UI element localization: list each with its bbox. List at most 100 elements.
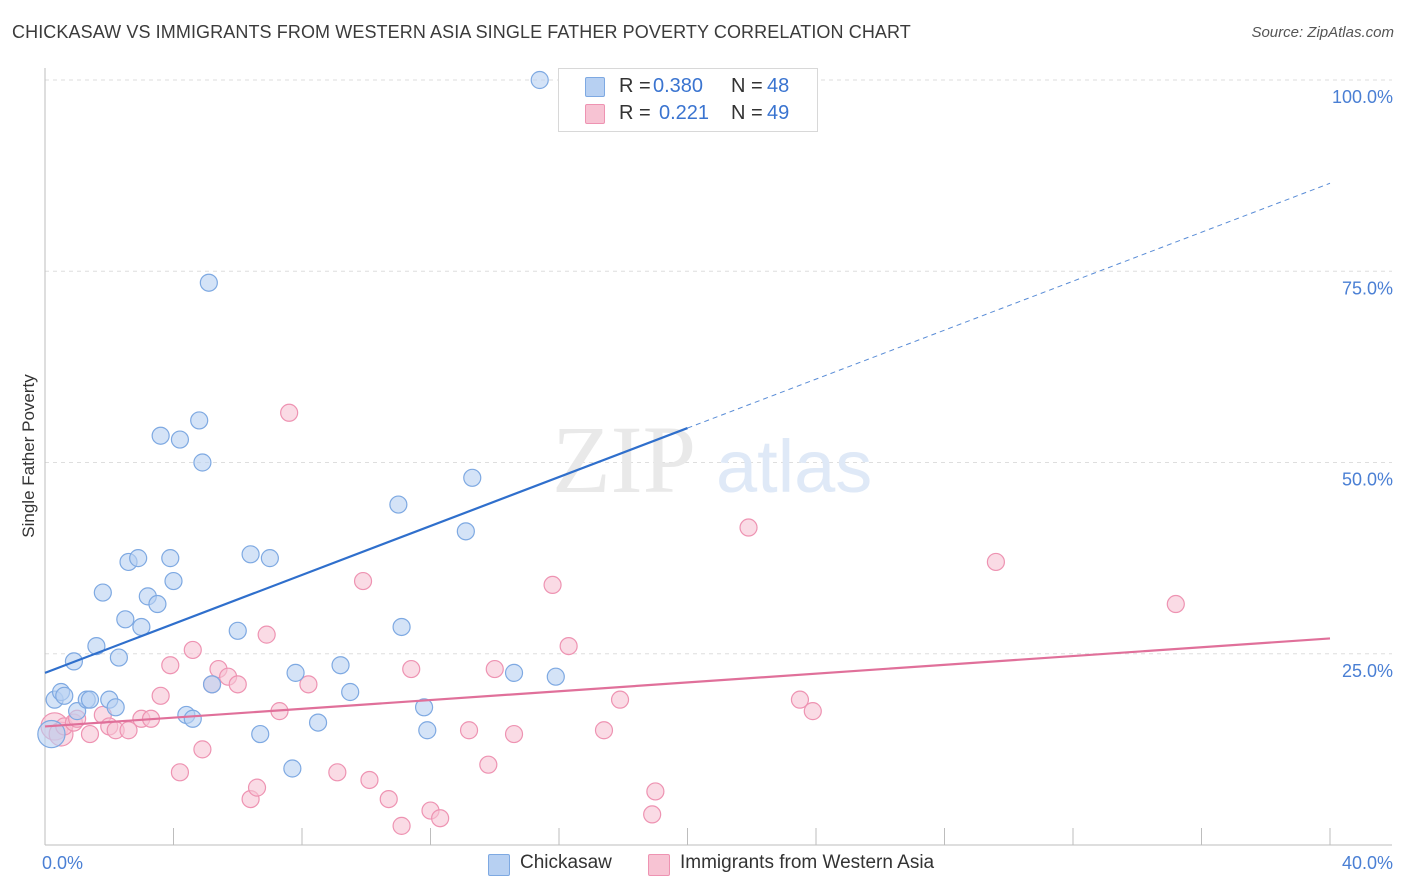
immigrants-point — [193, 740, 212, 759]
legend-swatch-chickasaw — [585, 77, 605, 97]
immigrants-point — [986, 552, 1006, 572]
y-tick-label: 100.0% — [1332, 87, 1393, 107]
x-tick-label: 40.0% — [1342, 853, 1393, 873]
chickasaw-point — [199, 273, 218, 292]
immigrants-point — [360, 770, 379, 790]
immigrants-point — [803, 702, 822, 721]
chickasaw-point — [463, 468, 482, 487]
chickasaw-point — [193, 453, 212, 472]
chickasaw-point — [80, 690, 100, 709]
chickasaw-point — [161, 549, 180, 568]
immigrants-point — [790, 690, 810, 709]
watermark-zip: ZIP — [552, 406, 696, 513]
legend-n-value: 48 — [767, 75, 790, 97]
immigrants-point — [543, 575, 562, 595]
immigrants-point — [594, 721, 614, 740]
chickasaw-point — [109, 648, 128, 667]
immigrants-point — [643, 805, 662, 824]
chickasaw-point — [228, 621, 247, 640]
immigrants-point — [280, 403, 299, 422]
immigrants-point — [1166, 594, 1185, 614]
immigrants-point — [485, 659, 504, 679]
chickasaw-point — [331, 656, 350, 675]
y-tick-label: 25.0% — [1342, 661, 1393, 681]
source-label: Source: ZipAtlas.com — [1251, 24, 1394, 41]
chickasaw-point — [392, 617, 411, 637]
chickasaw-point — [456, 522, 475, 541]
x-tick-labels: 0.0% 40.0% — [42, 853, 1393, 873]
legend-label-immigrants: Immigrants from Western Asia — [680, 852, 935, 873]
chickasaw-point — [87, 636, 106, 656]
immigrants-point — [353, 571, 373, 591]
chickasaw-point — [341, 682, 360, 702]
immigrants-point — [431, 809, 450, 828]
immigrants-point — [183, 640, 202, 660]
legend-label-chickasaw: Chickasaw — [520, 852, 612, 873]
immigrants-point — [328, 763, 347, 782]
legend-r-value: 0.380 — [653, 75, 704, 97]
chart-title: CHICKASAW VS IMMIGRANTS FROM WESTERN ASI… — [12, 22, 911, 42]
legend-swatch-immigrants — [585, 104, 605, 124]
chickasaw-point — [286, 663, 305, 682]
immigrants-point — [610, 690, 630, 709]
chickasaw-point — [389, 495, 408, 514]
immigrants-point — [257, 625, 276, 644]
immigrants-point — [151, 686, 170, 705]
immigrants-point — [739, 518, 758, 537]
y-tick-label: 75.0% — [1342, 278, 1393, 298]
chickasaw-point — [530, 70, 549, 90]
immigrants-point — [247, 778, 267, 797]
chickasaw-point — [260, 549, 279, 568]
correlation-legend: R = 0.380 N = 48 R = 0.221 N = 49 — [558, 68, 818, 132]
chickasaw-point — [129, 549, 148, 568]
legend-r-label: R = — [619, 102, 651, 124]
chickasaw-point — [170, 430, 190, 449]
legend-r-label: R = — [619, 75, 651, 97]
legend-n-label: N = — [731, 75, 763, 97]
legend-swatch-chickasaw — [488, 854, 510, 876]
chickasaw-point — [504, 663, 524, 682]
chickasaw-point — [164, 571, 183, 591]
immigrants-point — [170, 763, 190, 782]
immigrants-point — [459, 721, 479, 740]
immigrants-point — [559, 636, 578, 656]
chickasaw-point — [418, 721, 437, 740]
chickasaw-point — [116, 610, 135, 629]
chickasaw-point — [37, 719, 66, 749]
gridlines — [45, 79, 1392, 655]
chickasaw-point — [106, 698, 125, 717]
chickasaw-point — [308, 713, 328, 732]
y-tick-labels: 25.0% 50.0% 75.0% 100.0% — [1332, 87, 1393, 681]
chickasaw-trend-extension — [687, 182, 1331, 429]
immigrants-point — [504, 724, 524, 744]
chickasaw-point — [55, 686, 74, 705]
axes — [44, 68, 1392, 846]
trend-lines — [44, 182, 1331, 728]
series-legend: Chickasaw Immigrants from Western Asia — [0, 852, 1406, 878]
chickasaw-point — [183, 709, 202, 728]
chickasaw-point — [241, 545, 260, 564]
watermark: ZIP atlas — [552, 406, 872, 513]
legend-r-value: 0.221 — [659, 102, 710, 124]
chickasaw-point — [251, 724, 270, 744]
chickasaw-point — [148, 594, 167, 614]
chickasaw-point — [546, 667, 565, 686]
immigrants-point — [161, 656, 180, 675]
chickasaw-point — [190, 411, 209, 430]
immigrants-point — [402, 659, 421, 679]
y-axis-label: Single Father Poverty — [19, 374, 38, 538]
chickasaw-point — [414, 698, 434, 717]
immigrants-point — [80, 724, 100, 744]
legend-swatch-immigrants — [648, 854, 670, 876]
immigrants-point — [479, 755, 498, 774]
immigrants-point — [646, 782, 665, 801]
chickasaw-trend-line — [44, 427, 688, 674]
immigrants-point — [392, 816, 411, 835]
immigrants-point — [228, 675, 247, 694]
x-tick-label: 0.0% — [42, 853, 83, 873]
y-tick-label: 50.0% — [1342, 470, 1393, 490]
immigrants-trend-line — [44, 637, 1331, 728]
immigrants-point — [299, 675, 318, 694]
chickasaw-point — [93, 583, 112, 602]
